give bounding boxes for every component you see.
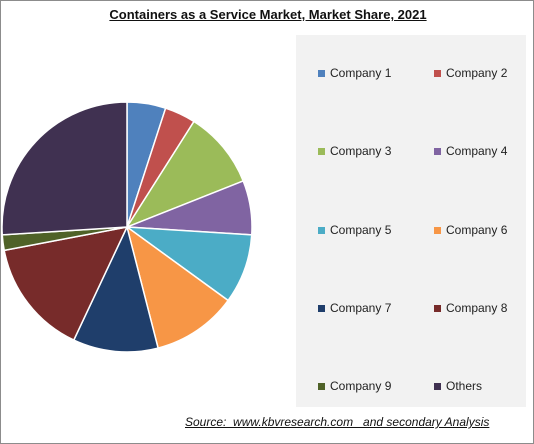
pie-slice-company-6	[125, 225, 230, 349]
legend-swatch	[434, 69, 441, 77]
legend: Company 1 Company 2 Company 3 Company 4 Comp…	[296, 35, 526, 407]
legend-item: Others	[434, 379, 482, 393]
legend-swatch	[318, 304, 325, 312]
legend-label: Company 7	[330, 301, 392, 315]
legend-swatch	[318, 226, 325, 234]
legend-item: Company 2	[434, 66, 507, 80]
legend-label: Company 2	[446, 66, 508, 80]
pie-svg	[1, 101, 253, 353]
legend-item: Company 1	[318, 66, 391, 80]
pie-slice-company-8	[3, 225, 129, 342]
legend-label: Others	[446, 379, 483, 393]
legend-item: Company 9	[318, 379, 391, 393]
legend-swatch	[434, 226, 441, 234]
legend-label: Company 1	[330, 66, 392, 80]
legend-label: Company 6	[446, 223, 508, 237]
legend-swatch	[318, 69, 325, 77]
legend-label: Company 9	[330, 379, 392, 393]
legend-label: Company 8	[446, 301, 508, 315]
pie-slice-company-7	[72, 224, 160, 353]
chart-title: Containers as a Service Market, Market S…	[109, 7, 427, 22]
legend-label: Company 3	[330, 144, 392, 158]
legend-label: Company 4	[446, 144, 508, 158]
legend-swatch	[318, 147, 325, 155]
legend-item: Company 4	[434, 144, 507, 158]
legend-label: Company 5	[330, 223, 392, 237]
legend-item: Company 3	[318, 144, 391, 158]
legend-item: Company 6	[434, 223, 507, 237]
legend-item: Company 8	[434, 301, 507, 315]
legend-swatch	[318, 382, 325, 390]
legend-item: Company 5	[318, 223, 391, 237]
legend-item: Company 7	[318, 301, 391, 315]
source-note: Source: www.kbvresearch.com and secondar…	[185, 415, 490, 429]
pie-chart	[1, 101, 253, 353]
pie-slice-company-3	[125, 120, 245, 229]
legend-swatch	[434, 382, 441, 390]
legend-swatch	[434, 147, 441, 155]
pie-slice-others	[1, 101, 128, 236]
legend-swatch	[434, 304, 441, 312]
